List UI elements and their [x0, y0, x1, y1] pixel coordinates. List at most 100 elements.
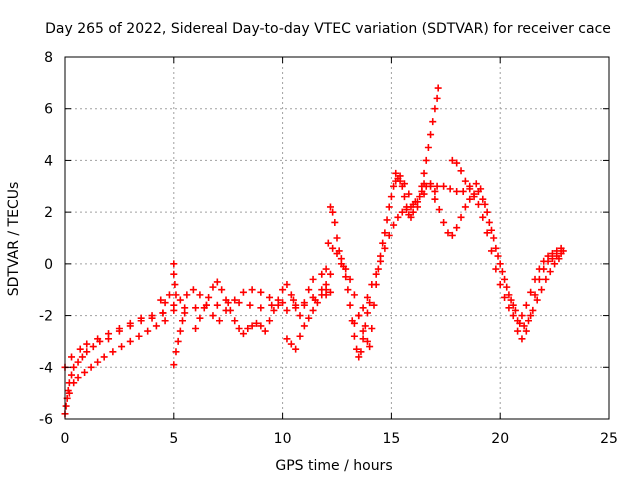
- data-point: [322, 286, 330, 294]
- data-point: [266, 317, 274, 325]
- data-point: [359, 327, 367, 335]
- data-point: [126, 319, 134, 327]
- data-point: [429, 118, 437, 126]
- data-point: [161, 299, 169, 307]
- data-point: [289, 296, 297, 304]
- data-point: [427, 131, 435, 139]
- data-point: [105, 330, 113, 338]
- data-point: [487, 226, 495, 234]
- data-point: [148, 312, 156, 320]
- data-point: [461, 177, 469, 185]
- data-point: [309, 275, 317, 283]
- data-point: [74, 358, 82, 366]
- data-point: [516, 319, 524, 327]
- data-point: [283, 306, 291, 314]
- data-point: [501, 275, 509, 283]
- y-tick-label: -6: [39, 412, 53, 428]
- data-point: [544, 257, 552, 265]
- data-point: [292, 345, 300, 353]
- data-point: [355, 312, 363, 320]
- data-point: [333, 234, 341, 242]
- data-point: [427, 180, 435, 188]
- data-point: [324, 239, 332, 247]
- data-point: [492, 244, 500, 252]
- data-point: [257, 304, 265, 312]
- data-point: [487, 247, 495, 255]
- data-point: [274, 296, 282, 304]
- data-point: [248, 286, 256, 294]
- data-point: [244, 325, 252, 332]
- data-point: [457, 167, 465, 175]
- data-point: [422, 156, 430, 164]
- data-point: [470, 190, 478, 198]
- data-point: [235, 325, 243, 332]
- data-point: [538, 286, 546, 294]
- data-point: [400, 180, 408, 188]
- data-point: [385, 203, 393, 211]
- data-point: [527, 312, 535, 320]
- data-point: [424, 144, 432, 151]
- data-point: [292, 301, 300, 309]
- data-point: [309, 293, 317, 301]
- data-point: [546, 268, 554, 276]
- data-point: [505, 291, 513, 299]
- data-point: [350, 291, 358, 299]
- data-point: [170, 260, 178, 268]
- data-point: [409, 208, 417, 216]
- data-point: [83, 340, 91, 348]
- data-point: [342, 273, 350, 281]
- data-point: [483, 229, 491, 237]
- data-point: [300, 322, 308, 330]
- data-point: [518, 312, 526, 320]
- data-point: [385, 231, 393, 239]
- data-point: [213, 301, 221, 309]
- data-point: [420, 180, 428, 188]
- data-point: [87, 363, 95, 371]
- data-point: [305, 286, 313, 294]
- data-point: [344, 286, 352, 294]
- data-point: [511, 306, 519, 314]
- data-point: [279, 299, 287, 307]
- data-point: [333, 250, 341, 258]
- data-point: [305, 314, 313, 322]
- x-tick-label: 25: [600, 431, 618, 447]
- data-point: [472, 180, 480, 188]
- data-point: [209, 283, 217, 291]
- data-point: [394, 213, 402, 221]
- data-point: [179, 317, 187, 325]
- data-point: [126, 337, 134, 345]
- data-point: [514, 327, 522, 335]
- data-point: [483, 208, 491, 216]
- data-point: [492, 265, 500, 273]
- data-point: [498, 268, 506, 276]
- data-point: [287, 340, 295, 348]
- data-point: [144, 327, 152, 335]
- x-tick-label: 15: [382, 431, 400, 447]
- y-tick-label: 2: [44, 205, 53, 221]
- data-point: [434, 84, 442, 92]
- data-point: [257, 288, 265, 296]
- data-point: [181, 309, 189, 317]
- data-point: [433, 182, 441, 190]
- data-point: [520, 322, 528, 330]
- data-point: [485, 218, 493, 226]
- data-point: [346, 275, 354, 283]
- data-point: [542, 275, 550, 283]
- data-point: [246, 301, 254, 309]
- data-point: [527, 288, 535, 296]
- data-point: [239, 288, 247, 296]
- data-point: [474, 200, 482, 208]
- data-point: [65, 389, 73, 397]
- data-point: [501, 293, 509, 301]
- y-tick-label: 4: [44, 153, 53, 169]
- data-point: [377, 257, 385, 265]
- data-point: [200, 304, 208, 312]
- data-point: [505, 304, 513, 312]
- data-point: [331, 218, 339, 226]
- data-point: [383, 216, 391, 224]
- data-point: [76, 345, 84, 353]
- data-point: [405, 190, 413, 198]
- axis-ticks: 0 5 10 15 20 25 -6 -4 -2 0 2 4 6 8: [39, 50, 618, 447]
- data-point: [453, 224, 461, 232]
